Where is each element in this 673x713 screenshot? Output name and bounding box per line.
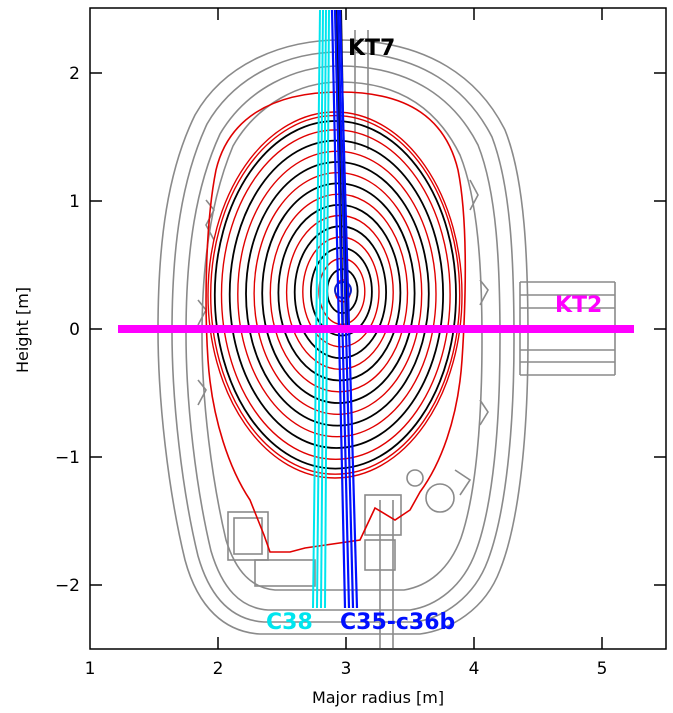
divertor-coil-left (227, 511, 269, 561)
divertor-ring-large (425, 483, 455, 513)
x-axis-title: Major radius [m] (312, 688, 444, 707)
divertor-coil-right-lower (364, 539, 396, 571)
label-c38: C38 (266, 610, 313, 635)
x-axis-ticks (217, 8, 603, 649)
flux-surface-red (220, 129, 451, 461)
line-of-sight-c35-c36b (330, 9, 359, 609)
y-axis-ticks (90, 72, 666, 586)
x-tick-label: 2 (213, 659, 224, 679)
vessel-second-wall (171, 51, 515, 623)
label-kt2: KT2 (555, 293, 602, 318)
flux-surface-black (245, 161, 430, 427)
line-of-sight-c38 (312, 9, 330, 609)
flux-surface-red (237, 150, 437, 438)
divertor-coil-center (254, 559, 316, 587)
x-tick-label: 4 (469, 659, 480, 679)
y-tick-label: 0 (69, 320, 80, 340)
inner-structure (201, 81, 483, 591)
divertor-coil-left-inner (233, 517, 263, 555)
y-tick-label: 2 (69, 64, 80, 84)
y-tick-label: −2 (55, 576, 80, 596)
flux-surface-black (228, 139, 444, 449)
divertor-coil-right (364, 494, 402, 536)
y-tick-label: 1 (69, 192, 80, 212)
plasma-boundary (205, 91, 467, 553)
x-tick-label: 3 (341, 659, 352, 679)
port-lower (520, 349, 615, 376)
label-c35-c36b: C35-c36b (340, 610, 455, 635)
vessel-structure (157, 30, 616, 648)
vertical-port-lines (354, 30, 394, 648)
vessel-outer-wall (157, 39, 529, 635)
flux-surfaces (207, 111, 463, 479)
y-axis-title: Height [m] (13, 287, 32, 373)
port-upper (520, 281, 615, 309)
label-kt7: KT7 (348, 36, 395, 61)
x-tick-label: 5 (597, 659, 608, 679)
y-tick-label: −1 (55, 448, 80, 468)
vessel-third-wall (185, 65, 501, 611)
x-tick-label: 1 (85, 659, 96, 679)
divertor-ring-small (406, 469, 424, 487)
